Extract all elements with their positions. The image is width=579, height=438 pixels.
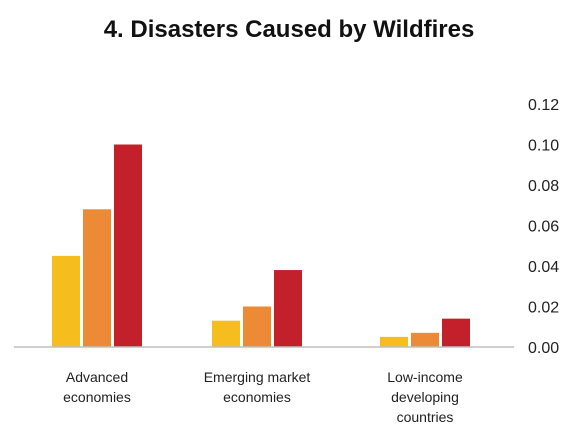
bar-cat3-series3 <box>442 318 470 347</box>
bar-cat1-series1 <box>52 255 80 347</box>
y-tick-label: 0.06 <box>528 219 559 236</box>
x-axis-categories: Advanced economies Emerging market economie… <box>63 369 463 425</box>
y-tick-label: 0.10 <box>528 138 559 155</box>
category-label-line: Emerging market <box>204 369 311 385</box>
category-label-line: countries <box>397 409 454 425</box>
bar-series-group <box>52 144 470 347</box>
category-label-line: Advanced <box>66 369 128 385</box>
category-label: Low-income developing countries <box>387 369 463 425</box>
category-label-line: economies <box>63 389 131 405</box>
y-tick-label: 0.00 <box>528 340 559 357</box>
category-label-line: developing <box>391 389 459 405</box>
y-tick-label: 0.08 <box>528 178 559 195</box>
y-axis-ticks: 0.00 0.02 0.04 0.06 0.08 0.10 0.12 <box>528 97 559 357</box>
bar-cat2-series1 <box>212 320 240 347</box>
bar-cat2-series2 <box>243 306 271 347</box>
bar-cat3-series1 <box>380 336 408 347</box>
chart-title: 4. Disasters Caused by Wildfires <box>104 16 475 43</box>
category-label: Advanced economies <box>63 369 131 405</box>
bar-cat3-series2 <box>411 332 439 347</box>
y-tick-label: 0.12 <box>528 97 559 114</box>
category-label-line: Low-income <box>387 369 463 385</box>
y-tick-label: 0.04 <box>528 259 559 276</box>
bar-cat2-series3 <box>274 270 302 347</box>
category-label-line: economies <box>223 389 291 405</box>
y-tick-label: 0.02 <box>528 300 559 317</box>
category-label: Emerging market economies <box>204 369 311 405</box>
bar-cat1-series3 <box>114 144 142 347</box>
bar-cat1-series2 <box>83 209 111 347</box>
